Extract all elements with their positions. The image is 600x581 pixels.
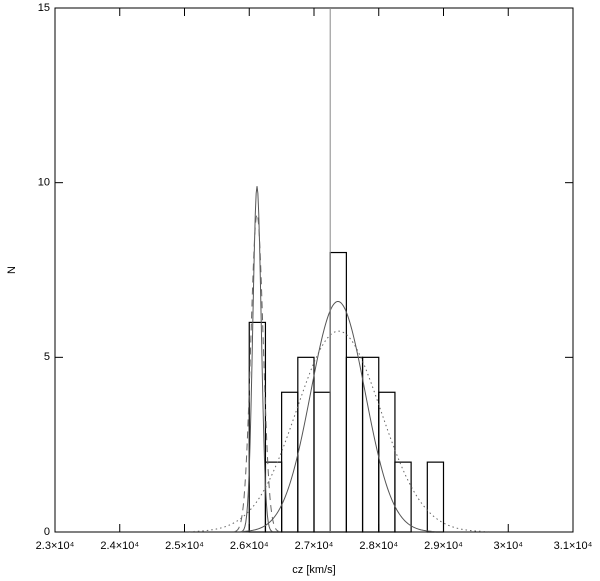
y-tick-label: 0	[44, 526, 50, 538]
y-tick-label: 10	[38, 177, 50, 189]
y-tick-label: 5	[44, 351, 50, 363]
histogram-bar	[313, 391, 331, 533]
fit-curve	[240, 300, 436, 533]
fit-curve	[241, 186, 273, 533]
histogram-bar	[281, 391, 299, 533]
histogram-bar	[248, 321, 267, 533]
y-axis-label: N	[6, 266, 18, 274]
x-tick-label: 2.8×10⁴	[359, 540, 398, 552]
x-tick-label: 2.5×10⁴	[165, 540, 204, 552]
histogram-bar	[378, 391, 396, 533]
x-tick-label: 2.4×10⁴	[100, 540, 139, 552]
histogram-bar	[345, 356, 364, 533]
x-tick-label: 2.3×10⁴	[36, 540, 75, 552]
y-tick-label: 15	[38, 2, 50, 14]
x-axis-label: cz [km/s]	[292, 564, 335, 576]
x-tick-label: 2.9×10⁴	[424, 540, 463, 552]
fit-curve	[234, 212, 280, 533]
histogram-bar	[394, 461, 412, 533]
histogram-bar	[329, 251, 347, 533]
fit-curve	[188, 330, 489, 533]
x-tick-label: 2.7×10⁴	[295, 540, 334, 552]
x-tick-label: 2.6×10⁴	[230, 540, 269, 552]
x-tick-label: 3×10⁴	[493, 540, 523, 552]
x-tick-label: 3.1×10⁴	[554, 540, 593, 552]
